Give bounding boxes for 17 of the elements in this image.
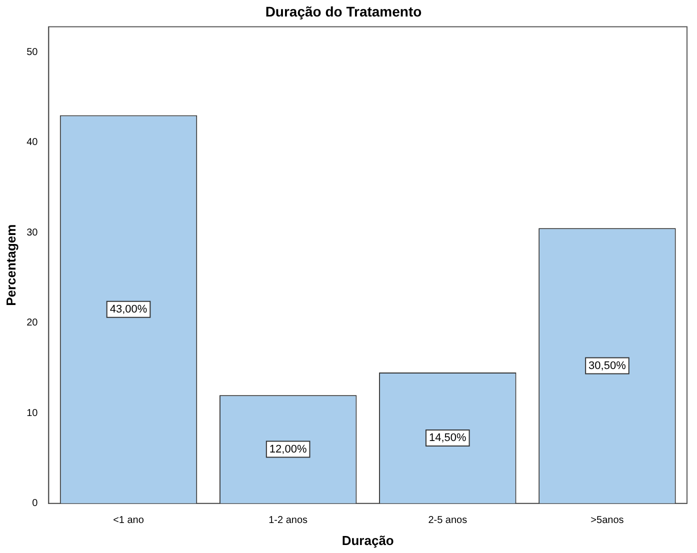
x-tick-label: 2-5 anos	[428, 515, 468, 526]
y-axis-title: Percentagem	[3, 224, 18, 306]
x-tick-label: >5anos	[590, 515, 624, 526]
x-axis-title: Duração	[342, 532, 394, 548]
chart-title: Duração do Tratamento	[265, 3, 422, 20]
data-label: 14,50%	[428, 432, 467, 444]
y-tick-label: 30	[26, 227, 38, 238]
y-tick-label: 0	[32, 498, 38, 510]
y-tick-label: 40	[26, 137, 38, 148]
x-tick-label: 1-2 anos	[268, 515, 308, 526]
data-label: 43,00%	[110, 303, 148, 316]
y-tick-label: 50	[26, 46, 38, 58]
data-label: 30,50%	[588, 360, 626, 372]
x-tick-label: <1 ano	[113, 515, 144, 526]
y-tick-label: 10	[26, 408, 38, 419]
y-tick-label: 20	[26, 318, 38, 329]
data-label: 12,00%	[269, 443, 307, 456]
